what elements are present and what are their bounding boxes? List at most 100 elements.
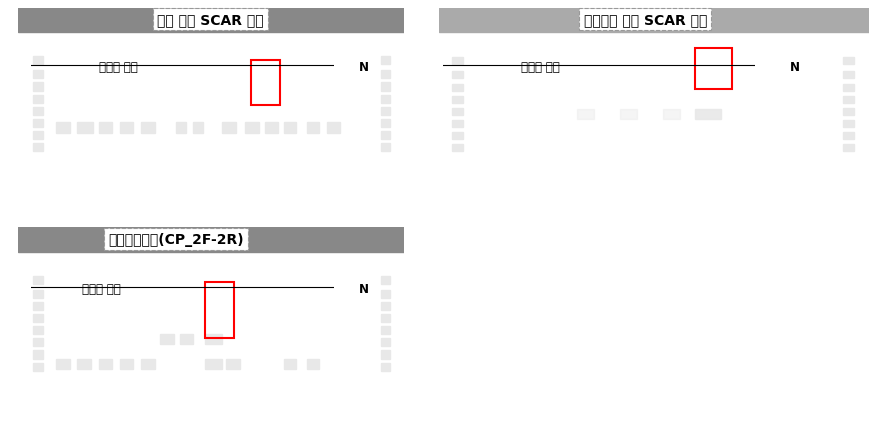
Bar xyxy=(307,123,318,134)
Text: 반: 반 xyxy=(347,322,352,331)
Bar xyxy=(18,228,403,252)
Bar xyxy=(843,120,853,127)
Bar xyxy=(381,120,390,127)
Bar xyxy=(175,123,185,134)
Bar xyxy=(204,335,222,345)
Bar xyxy=(141,123,154,134)
Bar xyxy=(180,335,193,345)
Bar xyxy=(452,133,462,140)
Text: 성: 성 xyxy=(806,85,810,94)
Bar xyxy=(56,123,69,134)
Bar xyxy=(33,276,43,284)
Bar xyxy=(204,359,222,369)
Bar xyxy=(662,110,679,120)
Bar xyxy=(843,145,853,152)
Bar xyxy=(33,71,43,79)
Bar xyxy=(381,326,390,335)
Text: 장: 장 xyxy=(332,298,337,307)
Bar xyxy=(381,107,390,116)
Bar xyxy=(120,123,133,134)
Bar xyxy=(326,123,339,134)
Bar xyxy=(843,109,853,116)
Bar xyxy=(381,83,390,92)
Bar xyxy=(33,107,43,116)
Text: 호장남성 특이 SCAR 마커: 호장남성 특이 SCAR 마커 xyxy=(583,13,706,27)
Bar xyxy=(120,359,133,369)
Text: 유통품 반하: 유통품 반하 xyxy=(520,61,559,74)
Bar xyxy=(381,71,390,79)
Bar xyxy=(141,359,154,369)
Text: 하: 하 xyxy=(347,346,352,355)
Bar xyxy=(33,144,43,152)
Text: 하: 하 xyxy=(347,127,352,136)
Bar xyxy=(619,110,636,120)
Bar xyxy=(18,9,403,33)
Bar xyxy=(452,120,462,127)
Text: 남: 남 xyxy=(806,61,810,70)
Bar xyxy=(33,290,43,298)
Bar xyxy=(381,132,390,140)
Text: N: N xyxy=(359,61,369,74)
Bar xyxy=(246,123,259,134)
Bar xyxy=(284,359,296,369)
Bar xyxy=(222,123,236,134)
Bar xyxy=(381,95,390,103)
Bar xyxy=(381,351,390,359)
Bar xyxy=(160,335,174,345)
Bar xyxy=(381,144,390,152)
Bar xyxy=(695,49,731,89)
Bar xyxy=(33,57,43,65)
Bar xyxy=(33,83,43,92)
Bar xyxy=(265,123,278,134)
Bar xyxy=(226,359,239,369)
Bar xyxy=(251,61,280,106)
Bar xyxy=(56,359,69,369)
Bar xyxy=(843,96,853,103)
Text: 성: 성 xyxy=(347,79,352,88)
Bar xyxy=(33,351,43,359)
Bar xyxy=(381,302,390,311)
Bar xyxy=(381,276,390,284)
Bar xyxy=(843,72,853,79)
Bar xyxy=(438,9,868,33)
Bar xyxy=(33,132,43,140)
Bar xyxy=(381,314,390,322)
Bar xyxy=(98,123,112,134)
Bar xyxy=(33,363,43,371)
Text: N: N xyxy=(788,61,799,74)
Bar xyxy=(452,96,462,103)
Text: 남: 남 xyxy=(347,274,352,283)
Bar xyxy=(98,359,112,369)
Bar xyxy=(452,72,462,79)
Text: 장: 장 xyxy=(788,85,794,94)
Bar xyxy=(307,359,318,369)
Text: 성: 성 xyxy=(347,298,352,307)
Text: 남: 남 xyxy=(347,55,352,64)
Bar xyxy=(381,57,390,65)
Text: 유통품 반하: 유통품 반하 xyxy=(82,283,120,296)
Bar xyxy=(33,302,43,311)
Bar xyxy=(381,339,390,346)
Bar xyxy=(381,363,390,371)
Bar xyxy=(452,145,462,152)
Bar xyxy=(452,84,462,92)
Text: 반하 특이 SCAR 마커: 반하 특이 SCAR 마커 xyxy=(157,13,264,27)
Text: 신규개발마커(CP_2F-2R): 신규개발마커(CP_2F-2R) xyxy=(108,232,243,246)
Bar xyxy=(843,133,853,140)
Bar xyxy=(33,95,43,103)
Text: 호: 호 xyxy=(332,274,337,283)
Text: 장: 장 xyxy=(332,79,337,88)
Bar xyxy=(77,359,91,369)
Bar xyxy=(77,123,93,134)
Bar xyxy=(381,290,390,298)
Text: 호: 호 xyxy=(788,61,794,70)
Bar xyxy=(452,58,462,65)
Bar xyxy=(695,110,720,120)
Bar xyxy=(204,282,233,339)
Bar xyxy=(33,339,43,346)
Bar xyxy=(843,84,853,92)
Text: N: N xyxy=(359,283,369,296)
Text: 호: 호 xyxy=(332,55,337,64)
Text: 하: 하 xyxy=(806,133,810,142)
Text: 반: 반 xyxy=(347,103,352,112)
